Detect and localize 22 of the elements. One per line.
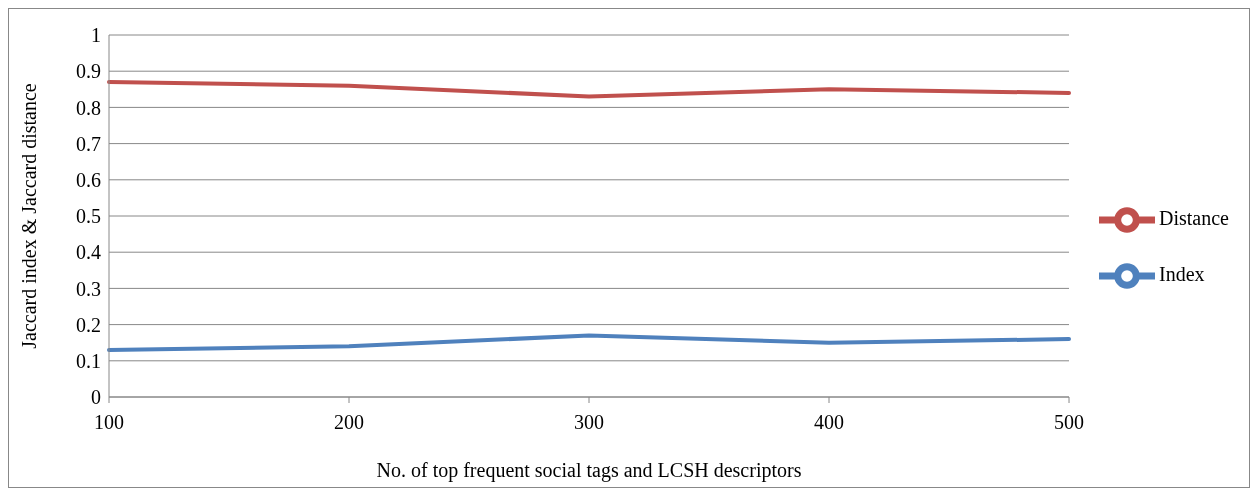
- y-tick-label: 0.5: [76, 205, 101, 228]
- y-tick-label: 0.1: [76, 349, 101, 372]
- x-tick-label: 400: [814, 411, 845, 434]
- y-tick-label: 0.4: [76, 241, 101, 264]
- y-tick-label: 0.8: [76, 96, 101, 119]
- y-tick-label: 0.7: [76, 132, 101, 155]
- legend-label: Index: [1159, 262, 1205, 285]
- x-tick-label: 100: [94, 411, 124, 434]
- x-tick-label: 200: [334, 411, 364, 434]
- line-series: [107, 333, 1072, 352]
- y-tick-label: 0.6: [76, 168, 101, 191]
- y-tick-label: 0: [91, 386, 101, 409]
- line-series: [107, 80, 1072, 99]
- x-tick-label: 300: [574, 411, 605, 434]
- y-tick-label: 1: [91, 24, 101, 47]
- legend-label: Distance: [1159, 206, 1229, 229]
- y-tick-label: 0.2: [76, 313, 101, 336]
- x-tick-label: 500: [1054, 411, 1085, 434]
- x-axis-title: No. of top frequent social tags and LCSH descriptors: [376, 459, 802, 482]
- y-tick-label: 0.3: [76, 277, 101, 300]
- y-tick-label: 0.9: [76, 60, 101, 83]
- y-axis-title: Jaccard index & Jaccard distance: [18, 83, 41, 349]
